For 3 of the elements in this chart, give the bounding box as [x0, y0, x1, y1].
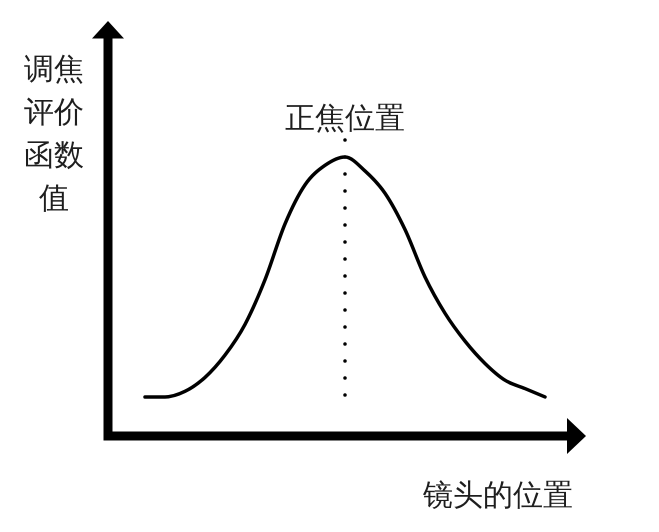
text: 正焦位置 — [285, 102, 405, 135]
y-axis-title: 调焦评价函数值 — [24, 52, 84, 215]
x-axis-title: 镜头的位置 — [422, 478, 573, 512]
